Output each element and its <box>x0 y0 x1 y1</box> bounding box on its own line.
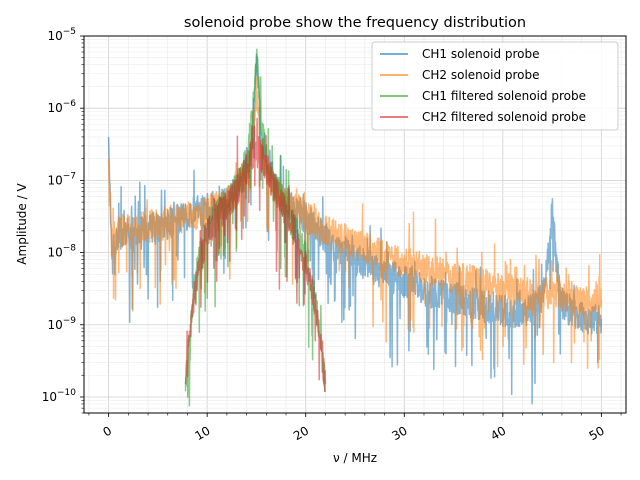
legend-label: CH1 filtered solenoid probe <box>422 89 586 103</box>
y-axis-label: Amplitude / V <box>15 183 29 265</box>
legend-label: CH1 solenoid probe <box>422 47 540 61</box>
legend-box <box>371 41 619 131</box>
x-tick-label: 30 <box>390 423 410 443</box>
x-axis-label: ν / MHz <box>333 451 377 465</box>
series-line <box>107 75 603 369</box>
x-tick-label: 40 <box>488 423 508 443</box>
series-lines <box>107 48 603 407</box>
legend-label: CH2 solenoid probe <box>422 68 540 82</box>
plot-frame <box>83 35 627 414</box>
legend-label: CH2 filtered solenoid probe <box>422 110 586 124</box>
x-tick-label: 50 <box>587 423 607 443</box>
series-line <box>184 117 327 393</box>
x-tick-label: 20 <box>291 423 311 443</box>
chart-title: solenoid probe show the frequency distri… <box>184 15 526 31</box>
legend: CH1 solenoid probe CH2 solenoid probe CH1 … <box>371 41 619 131</box>
x-tick-label: 10 <box>192 423 212 443</box>
